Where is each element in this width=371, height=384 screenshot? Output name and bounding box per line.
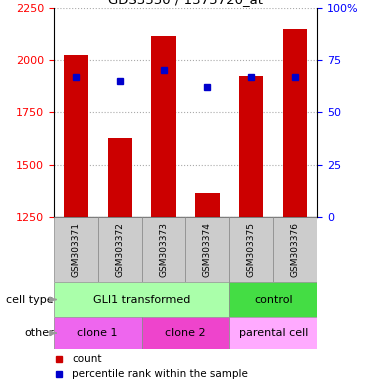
Bar [64,55,88,217]
Text: cell type: cell type [6,295,54,305]
Bar [142,317,229,349]
Text: GSM303371: GSM303371 [71,222,80,277]
Bar [151,36,175,217]
Text: clone 1: clone 1 [78,328,118,338]
Bar [283,29,307,217]
Bar [186,217,229,282]
Bar [229,317,317,349]
Text: clone 2: clone 2 [165,328,206,338]
Text: control: control [254,295,293,305]
Text: GSM303375: GSM303375 [247,222,256,277]
Bar [108,139,132,217]
Bar [229,217,273,282]
Bar [229,282,317,317]
Text: GSM303376: GSM303376 [291,222,300,277]
Bar [142,217,186,282]
Text: other: other [24,328,54,338]
Bar [54,217,98,282]
Text: percentile rank within the sample: percentile rank within the sample [72,369,248,379]
Text: GSM303372: GSM303372 [115,222,124,277]
Text: parental cell: parental cell [239,328,308,338]
Text: GSM303374: GSM303374 [203,222,212,277]
Bar [98,217,142,282]
Text: GSM303373: GSM303373 [159,222,168,277]
Text: count: count [72,354,102,364]
Bar [196,193,220,217]
Bar [239,76,263,217]
Bar [54,317,142,349]
Text: GLI1 transformed: GLI1 transformed [93,295,190,305]
Title: GDS3550 / 1375720_at: GDS3550 / 1375720_at [108,0,263,7]
Bar [273,217,317,282]
Bar [54,282,229,317]
